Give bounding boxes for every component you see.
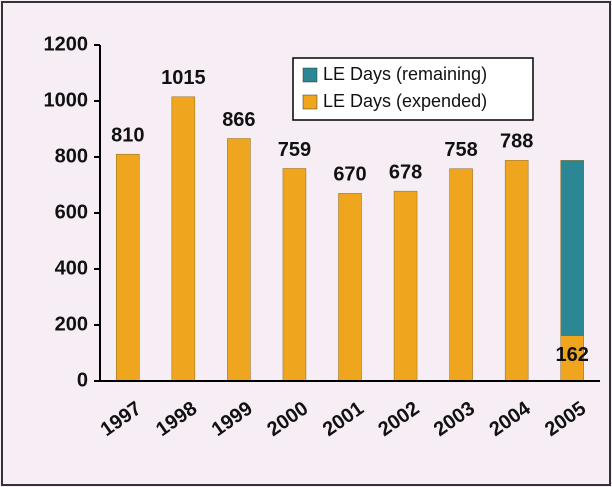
legend-label: LE Days (remaining) <box>323 64 487 84</box>
value-label: 1015 <box>161 67 206 89</box>
value-label: 866 <box>222 109 255 131</box>
bar <box>171 96 196 382</box>
bar <box>504 160 529 382</box>
y-tick-label: 0 <box>77 369 88 391</box>
bar <box>116 153 140 382</box>
legend-swatch <box>302 94 318 110</box>
y-tick-label: 600 <box>55 201 88 223</box>
value-label: 788 <box>500 131 533 153</box>
bar <box>393 190 418 382</box>
legend-swatch <box>302 67 318 83</box>
bar <box>227 138 251 382</box>
value-label: 162 <box>556 344 589 366</box>
bar <box>560 160 584 336</box>
bar <box>449 168 473 382</box>
y-tick-label: 400 <box>55 257 88 279</box>
legend-label: LE Days (expended) <box>323 91 487 111</box>
bar <box>338 193 362 382</box>
value-label: 758 <box>444 139 477 161</box>
y-tick-label: 1200 <box>44 33 89 55</box>
bar <box>282 168 307 382</box>
value-label: 678 <box>389 161 422 183</box>
value-label: 670 <box>333 164 366 186</box>
y-tick-label: 200 <box>55 313 88 335</box>
value-label: 759 <box>278 139 311 161</box>
y-tick-label: 800 <box>55 145 88 167</box>
y-tick-label: 1000 <box>44 89 89 111</box>
value-label: 810 <box>111 124 144 146</box>
legend-box <box>292 57 534 121</box>
